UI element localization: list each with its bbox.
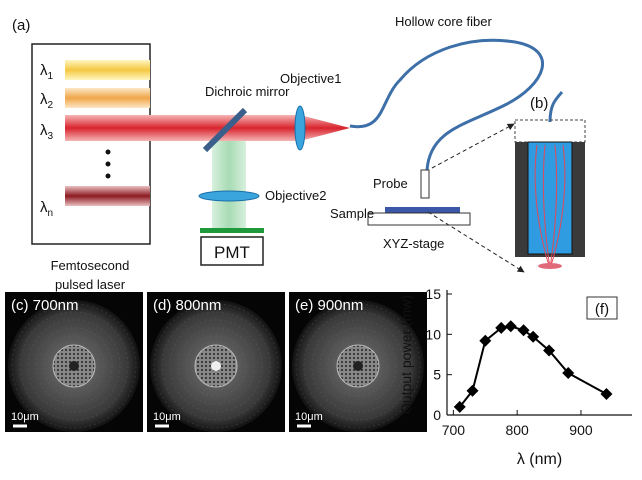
red-beam <box>65 115 350 141</box>
core <box>353 361 363 371</box>
filter <box>200 228 264 233</box>
objective-lens <box>295 106 305 150</box>
scale-label: 10μm <box>295 411 323 423</box>
laser-stripe <box>65 88 150 108</box>
laser-stripe <box>65 186 150 206</box>
y-tick-label: 5 <box>433 367 441 383</box>
panel-label: (a) <box>12 17 30 34</box>
mirror-label: Dichroic mirror <box>205 84 290 99</box>
scale-label: 10μm <box>11 411 39 423</box>
probe-label: Probe <box>373 176 408 191</box>
x-tick-label: 900 <box>569 422 593 438</box>
fiber-label: Hollow core fiber <box>395 14 492 29</box>
pmt-label: PMT <box>214 243 250 262</box>
y-tick-label: 0 <box>433 407 441 423</box>
dot <box>106 150 111 155</box>
y-axis-label: Output power (mw) <box>398 295 414 414</box>
stage-label: XYZ-stage <box>383 236 444 251</box>
green-beam <box>212 140 246 232</box>
data-point <box>505 320 517 332</box>
probe-core <box>528 142 572 254</box>
body: (a) λ1λ2λ3λn PMT Dichroic mirror Objecti… <box>0 0 642 475</box>
y-tick-label: 15 <box>425 286 441 302</box>
objective-label: Objective2 <box>265 188 326 203</box>
subscript: n <box>48 208 54 219</box>
panel-label: (f) <box>595 301 609 318</box>
arrow <box>432 124 514 168</box>
core <box>211 361 221 371</box>
subscript: 3 <box>48 131 54 142</box>
micrograph-label: (c) 700nm <box>11 297 79 314</box>
laser-label: Femtosecond <box>51 258 130 273</box>
dot <box>106 162 111 167</box>
subscript: 2 <box>48 100 54 111</box>
probe <box>421 170 429 198</box>
y-tick-label: 10 <box>425 326 441 342</box>
core <box>69 361 79 371</box>
sample-label: Sample <box>330 206 374 221</box>
micrograph-label: (d) 800nm <box>153 297 221 314</box>
zoom-box <box>515 120 585 142</box>
micrograph-label: (e) 900nm <box>295 297 363 314</box>
page: Figure {"diagram": { "panel_a": "(a)", "… <box>0 0 642 475</box>
fiber <box>550 92 562 122</box>
sample <box>385 207 460 213</box>
data-point <box>518 324 530 336</box>
panel-label: (b) <box>530 95 548 112</box>
scale-label: 10μm <box>153 411 181 423</box>
x-tick-label: 700 <box>442 422 466 438</box>
micrographs: (c) 700nm 10μm (d) 800nm 10μm (e) 900nm 10μm <box>5 292 427 432</box>
fiber <box>350 40 543 170</box>
objective-lens <box>199 191 259 201</box>
x-tick-label: 800 <box>505 422 529 438</box>
x-axis-label: λ (nm) <box>517 451 562 468</box>
stage <box>368 213 470 225</box>
chart: 0 5 10 15 700 800 900 λ (nm) Output power (mw) (f… <box>398 286 632 468</box>
subscript: 1 <box>48 71 54 82</box>
laser-label: pulsed laser <box>55 277 126 292</box>
figure: (a) λ1λ2λ3λn PMT Dichroic mirror Objecti… <box>0 0 642 475</box>
focus <box>538 263 562 269</box>
dot <box>106 174 111 179</box>
objective-label: Objective1 <box>280 71 341 86</box>
laser-stripe <box>65 60 150 80</box>
data-point <box>600 388 612 400</box>
